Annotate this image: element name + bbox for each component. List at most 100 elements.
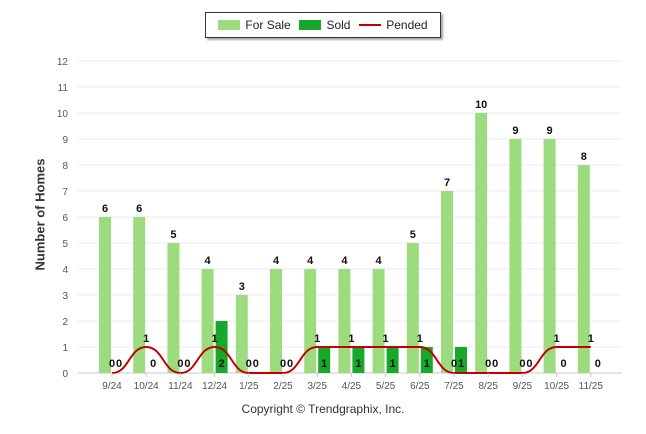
y-tick-label: 12 xyxy=(57,57,69,68)
x-tick-label: 9/24 xyxy=(102,381,122,392)
bar-for-sale xyxy=(270,269,282,373)
bar-sold xyxy=(455,347,467,373)
x-tick-label: 11/24 xyxy=(168,381,193,392)
sold-value-label: 1 xyxy=(355,358,361,370)
pended-value-label: 1 xyxy=(554,333,560,345)
bar-for-sale xyxy=(235,295,248,373)
sold-value-label: 0 xyxy=(184,358,190,370)
legend: For Sale Sold Pended xyxy=(205,12,441,38)
pended-value-label: 1 xyxy=(212,333,218,345)
legend-item-for-sale[interactable]: For Sale xyxy=(218,18,291,32)
pended-value-label: 1 xyxy=(348,333,354,345)
y-tick-label: 8 xyxy=(62,161,68,172)
x-tick-label: 8/25 xyxy=(478,381,498,392)
legend-item-pended[interactable]: Pended xyxy=(359,18,428,32)
for-sale-value-label: 3 xyxy=(239,281,245,293)
pended-value-label: 1 xyxy=(417,333,423,345)
sold-value-label: 0 xyxy=(492,358,498,370)
pended-series-line xyxy=(111,345,591,375)
y-tick-label: 10 xyxy=(57,109,69,120)
for-sale-value-label: 9 xyxy=(547,125,553,137)
bar-for-sale xyxy=(441,191,453,373)
sold-value-label: 2 xyxy=(219,358,225,370)
for-sale-value-label: 5 xyxy=(170,229,176,241)
for-sale-value-label: 4 xyxy=(307,255,314,267)
sold-value-label: 0 xyxy=(287,358,293,370)
pended-value-label: 1 xyxy=(143,333,149,345)
x-tick-label: 1/25 xyxy=(239,381,259,392)
bar-for-sale xyxy=(338,269,351,373)
x-tick-label: 2/25 xyxy=(273,381,293,392)
for-sale-value-label: 8 xyxy=(581,151,587,163)
for-sale-value-label: 10 xyxy=(475,99,487,111)
for-sale-value-label: 4 xyxy=(273,255,280,267)
x-tick-label: 10/25 xyxy=(544,381,569,392)
sold-value-label: 0 xyxy=(595,358,601,370)
legend-label-for-sale: For Sale xyxy=(245,18,291,32)
for-sale-value-label: 4 xyxy=(376,255,383,267)
bar-for-sale xyxy=(577,165,590,373)
bar-for-sale xyxy=(372,269,385,373)
x-tick-label: 5/25 xyxy=(376,381,396,392)
bar-for-sale xyxy=(543,139,556,373)
x-tick-label: 10/24 xyxy=(134,381,159,392)
x-tick-label: 4/25 xyxy=(342,381,362,392)
bar-for-sale xyxy=(201,269,214,373)
pended-swatch xyxy=(359,24,382,26)
bar-for-sale xyxy=(99,217,111,373)
for-sale-swatch xyxy=(218,20,241,30)
bar-sold xyxy=(215,321,228,373)
x-tick-label: 3/25 xyxy=(307,381,327,392)
bar-sold xyxy=(420,347,433,373)
pended-value-label: 0 xyxy=(109,358,115,370)
bar-for-sale xyxy=(133,217,146,373)
sold-value-label: 1 xyxy=(458,358,464,370)
y-tick-label: 11 xyxy=(58,83,69,94)
pended-value-label: 0 xyxy=(177,358,183,370)
pended-value-label: 0 xyxy=(280,358,286,370)
x-tick-label: 9/25 xyxy=(513,381,533,392)
sold-value-label: 0 xyxy=(150,358,156,370)
pended-value-label: 0 xyxy=(246,358,252,370)
sold-value-label: 1 xyxy=(390,358,396,370)
for-sale-value-label: 6 xyxy=(102,203,108,215)
sold-value-label: 0 xyxy=(253,358,259,370)
pended-value-label: 1 xyxy=(314,333,320,345)
for-sale-value-label: 4 xyxy=(205,255,212,267)
y-tick-label: 5 xyxy=(62,239,68,250)
y-tick-label: 9 xyxy=(62,135,68,146)
y-tick-label: 2 xyxy=(62,317,68,328)
y-tick-label: 6 xyxy=(62,213,68,224)
pended-value-label: 1 xyxy=(383,333,389,345)
for-sale-value-label: 7 xyxy=(444,177,450,189)
bars xyxy=(99,113,590,373)
bar-sold xyxy=(386,347,399,373)
y-tick-label: 3 xyxy=(62,291,68,302)
legend-label-pended: Pended xyxy=(386,18,428,32)
bar-for-sale xyxy=(406,243,419,373)
pended-value-label: 0 xyxy=(519,358,525,370)
data-labels: 6006015004213004004114114115117101000900… xyxy=(102,99,601,370)
for-sale-value-label: 9 xyxy=(512,125,518,137)
sold-value-label: 1 xyxy=(424,358,430,370)
y-axis-label: Number of Homes xyxy=(32,158,48,271)
bar-sold xyxy=(352,347,365,373)
pended-value-label: 0 xyxy=(485,358,491,370)
pended-line xyxy=(111,345,591,375)
legend-item-sold[interactable]: Sold xyxy=(299,18,350,32)
y-tick-label: 1 xyxy=(62,343,68,354)
for-sale-value-label: 4 xyxy=(341,255,348,267)
x-axis-ticks: 9/24 10/24 11/24 12/24 1/25 2/25 3/25 4/25 5/25 6… xyxy=(102,373,603,392)
bar-for-sale xyxy=(509,139,522,373)
sold-value-label: 0 xyxy=(526,358,532,370)
x-tick-label: 7/25 xyxy=(444,381,464,392)
sold-value-label: 1 xyxy=(321,358,327,370)
pended-value-label: 0 xyxy=(451,358,457,370)
sold-value-label: 0 xyxy=(116,358,122,370)
sold-value-label: 0 xyxy=(561,358,567,370)
y-tick-label: 4 xyxy=(62,265,68,276)
x-tick-label: 12/24 xyxy=(202,381,227,392)
for-sale-value-label: 6 xyxy=(136,203,142,215)
